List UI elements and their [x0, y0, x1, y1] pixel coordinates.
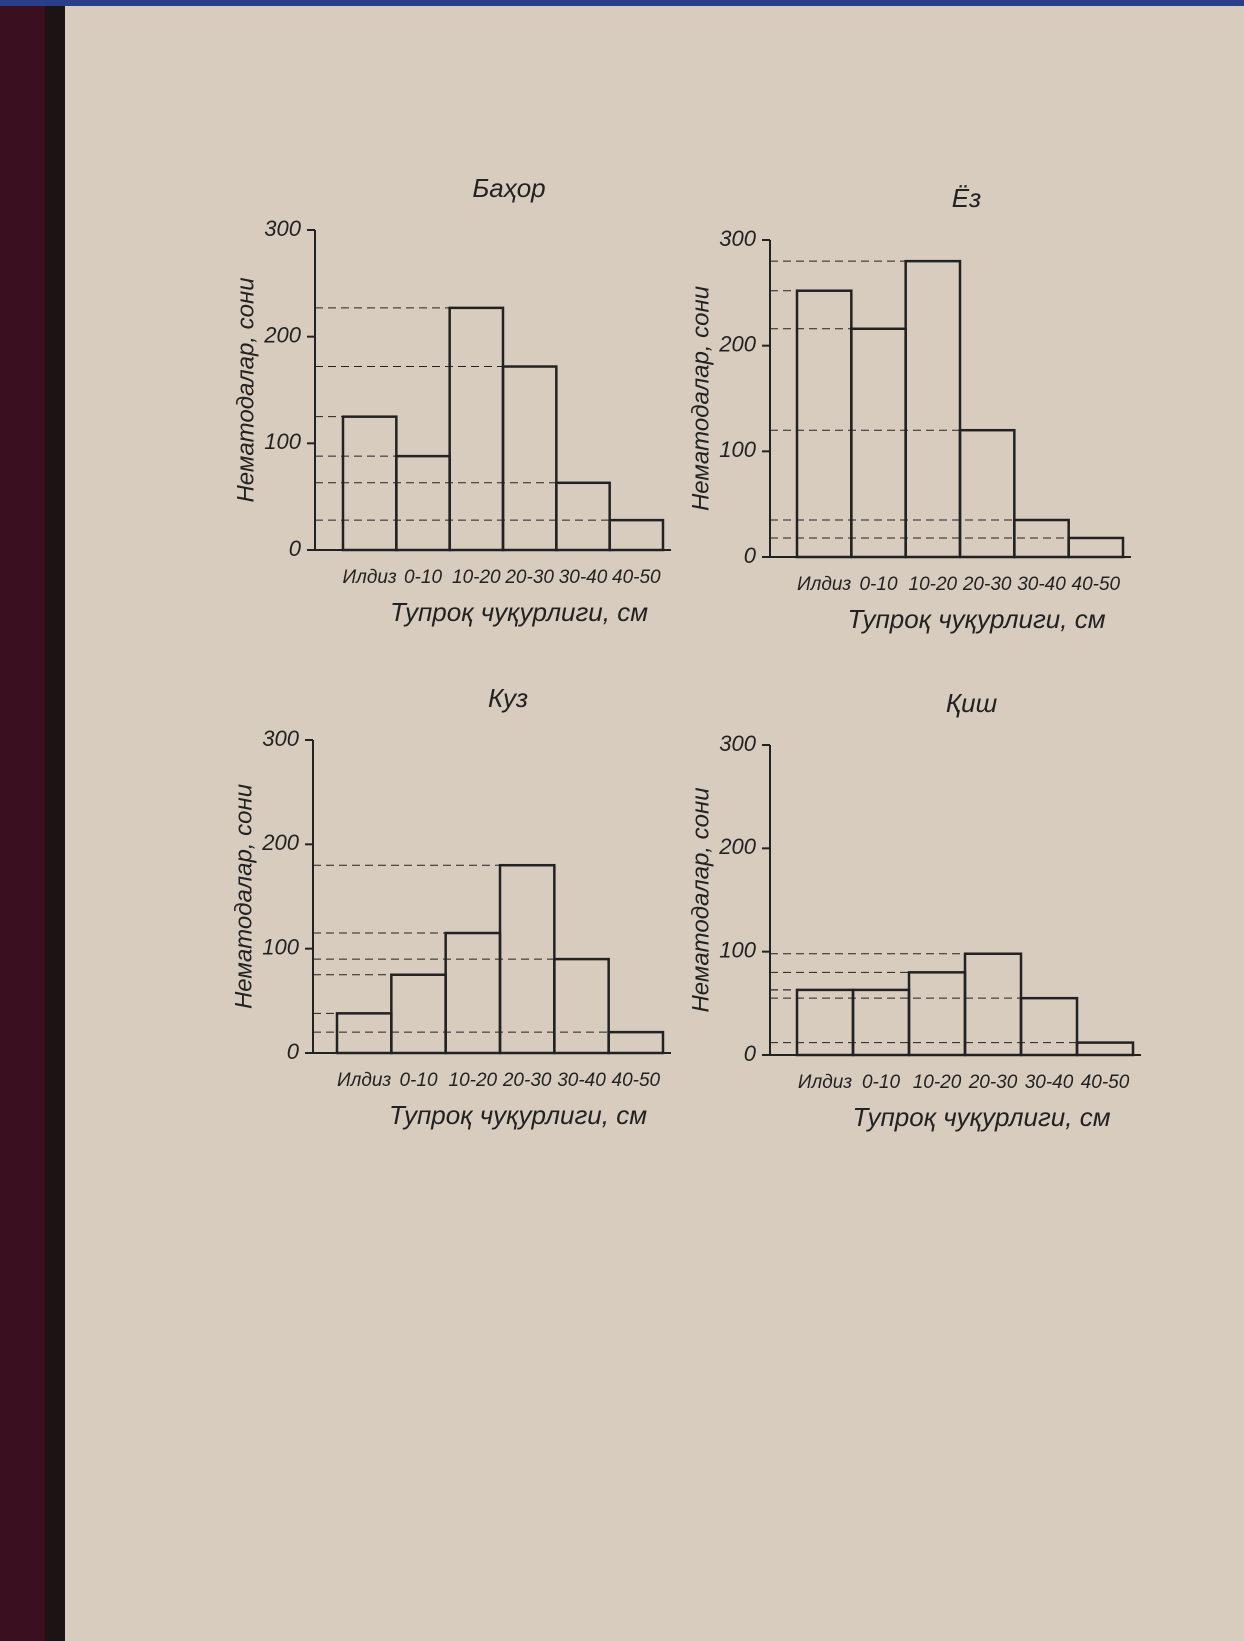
x-tick-label: 40-50	[1072, 574, 1121, 595]
page-edge	[0, 0, 45, 1641]
y-tick-label: 100	[719, 937, 756, 962]
y-tick-label: 200	[718, 834, 756, 859]
y-tick-label: 200	[261, 830, 299, 855]
x-tick-label: 0-10	[859, 574, 897, 595]
x-tick-label: 0-10	[399, 1070, 437, 1091]
book-page: Баҳор 0 100 200 300 Нематодалар, сони Илдиз 0-1…	[0, 0, 1244, 1641]
x-axis-label: Тупроқ чуқурлиги, см	[390, 597, 648, 627]
page-shadow	[45, 0, 65, 1641]
x-tick-label: 30-40	[1025, 1072, 1074, 1093]
y-tick-label: 100	[262, 934, 299, 959]
top-border	[0, 0, 1244, 6]
x-tick-label: Илдиз	[343, 567, 397, 588]
y-axis-label: Нематодалар, сони	[687, 787, 714, 1012]
x-tick-label: 10-20	[913, 1072, 962, 1093]
y-tick-label: 0	[287, 1039, 300, 1064]
y-tick-label: 100	[719, 437, 756, 462]
x-axis-label: Тупроқ чуқурлиги, см	[852, 1102, 1110, 1132]
paper	[0, 0, 1244, 1641]
chart-title: Қиш	[946, 688, 998, 718]
x-tick-label: 10-20	[449, 1070, 498, 1091]
x-tick-label: 0-10	[862, 1072, 900, 1093]
y-axis-label: Нематодалар, сони	[232, 277, 259, 502]
x-tick-label: 40-50	[612, 567, 661, 588]
y-tick-label: 300	[264, 216, 301, 241]
x-tick-label: 10-20	[909, 574, 958, 595]
x-tick-label: 30-40	[557, 1070, 606, 1091]
x-tick-label: Илдиз	[797, 574, 851, 595]
page: Баҳор 0 100 200 300 Нематодалар, сони Илдиз 0-1…	[0, 0, 1244, 1641]
y-axis-label: Нематодалар, сони	[230, 784, 257, 1009]
x-tick-label: 30-40	[559, 567, 608, 588]
y-tick-label: 0	[744, 543, 757, 568]
x-axis-label: Тупроқ чуқурлиги, см	[389, 1100, 647, 1130]
y-tick-label: 300	[719, 226, 756, 251]
y-axis-label: Нематодалар, сони	[687, 286, 714, 511]
x-tick-label: 10-20	[452, 567, 501, 588]
x-tick-label: 20-30	[968, 1072, 1018, 1093]
x-axis-label: Тупроқ чуқурлиги, см	[847, 604, 1105, 634]
x-tick-label: Илдиз	[798, 1072, 852, 1093]
y-tick-label: 200	[263, 322, 301, 347]
x-tick-label: 20-30	[962, 574, 1012, 595]
x-tick-label: 40-50	[612, 1070, 661, 1091]
x-tick-label: 30-40	[1017, 574, 1066, 595]
y-tick-label: 100	[264, 429, 301, 454]
x-tick-label: 0-10	[404, 567, 442, 588]
chart-title: Баҳор	[472, 173, 545, 203]
chart-title: Ёз	[952, 183, 981, 213]
x-tick-label: 20-30	[502, 1070, 552, 1091]
x-tick-label: Илдиз	[337, 1070, 391, 1091]
chart-title: Куз	[488, 683, 528, 713]
y-tick-label: 300	[262, 726, 299, 751]
y-tick-label: 200	[718, 331, 756, 356]
y-tick-label: 300	[719, 731, 756, 756]
y-tick-label: 0	[744, 1041, 757, 1066]
y-tick-label: 0	[289, 536, 302, 561]
x-tick-label: 40-50	[1081, 1072, 1130, 1093]
x-tick-label: 20-30	[504, 567, 554, 588]
